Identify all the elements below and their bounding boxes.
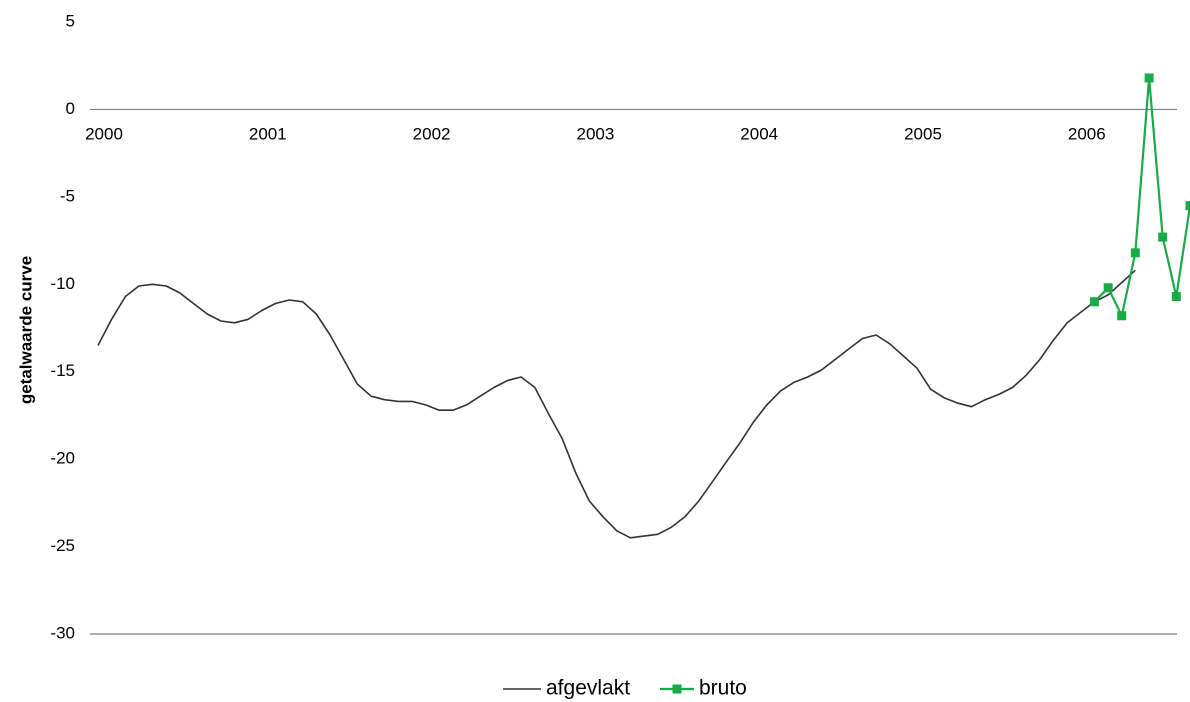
data-point-bruto <box>1117 311 1127 321</box>
gridlines <box>90 108 1177 635</box>
x-tick-label: 2000 <box>85 124 123 143</box>
legend-label-bruto: bruto <box>699 677 747 700</box>
data-point-bruto <box>1103 283 1113 293</box>
data-point-bruto <box>1185 201 1190 211</box>
series-line-bruto <box>1093 76 1190 317</box>
data-point-bruto <box>1144 73 1154 83</box>
y-tick-label: 0 <box>66 99 75 118</box>
x-axis-ticks: 2000 2001 2002 2003 2004 2005 2006 <box>85 124 1106 143</box>
x-tick-label: 2002 <box>413 124 451 143</box>
legend: afgevlakt bruto <box>503 677 747 700</box>
x-tick-label: 2004 <box>740 124 778 143</box>
series-line-afgevlakt <box>97 269 1136 539</box>
y-tick-label: -15 <box>50 361 75 380</box>
data-point-bruto <box>1171 292 1181 302</box>
y-tick-label: -10 <box>50 274 75 293</box>
y-tick-label: -25 <box>50 536 75 555</box>
legend-marker-bruto <box>672 684 682 694</box>
y-tick-label: 5 <box>66 11 75 30</box>
y-axis-ticks: 5 0 -5 -10 -15 -20 -25 -30 <box>50 11 75 642</box>
y-tick-label: -20 <box>50 449 75 468</box>
x-tick-label: 2005 <box>904 124 942 143</box>
x-tick-label: 2003 <box>576 124 614 143</box>
legend-label-afgevlakt: afgevlakt <box>546 677 630 700</box>
y-axis-label: getalwaarde curve <box>16 256 35 404</box>
series-layer <box>97 73 1190 539</box>
x-tick-label: 2001 <box>249 124 287 143</box>
y-tick-label: -5 <box>60 186 75 205</box>
x-tick-label: 2006 <box>1068 124 1106 143</box>
data-point-bruto <box>1130 248 1140 258</box>
data-point-bruto <box>1089 297 1099 307</box>
data-point-bruto <box>1158 232 1168 242</box>
y-tick-label: -30 <box>50 623 75 642</box>
